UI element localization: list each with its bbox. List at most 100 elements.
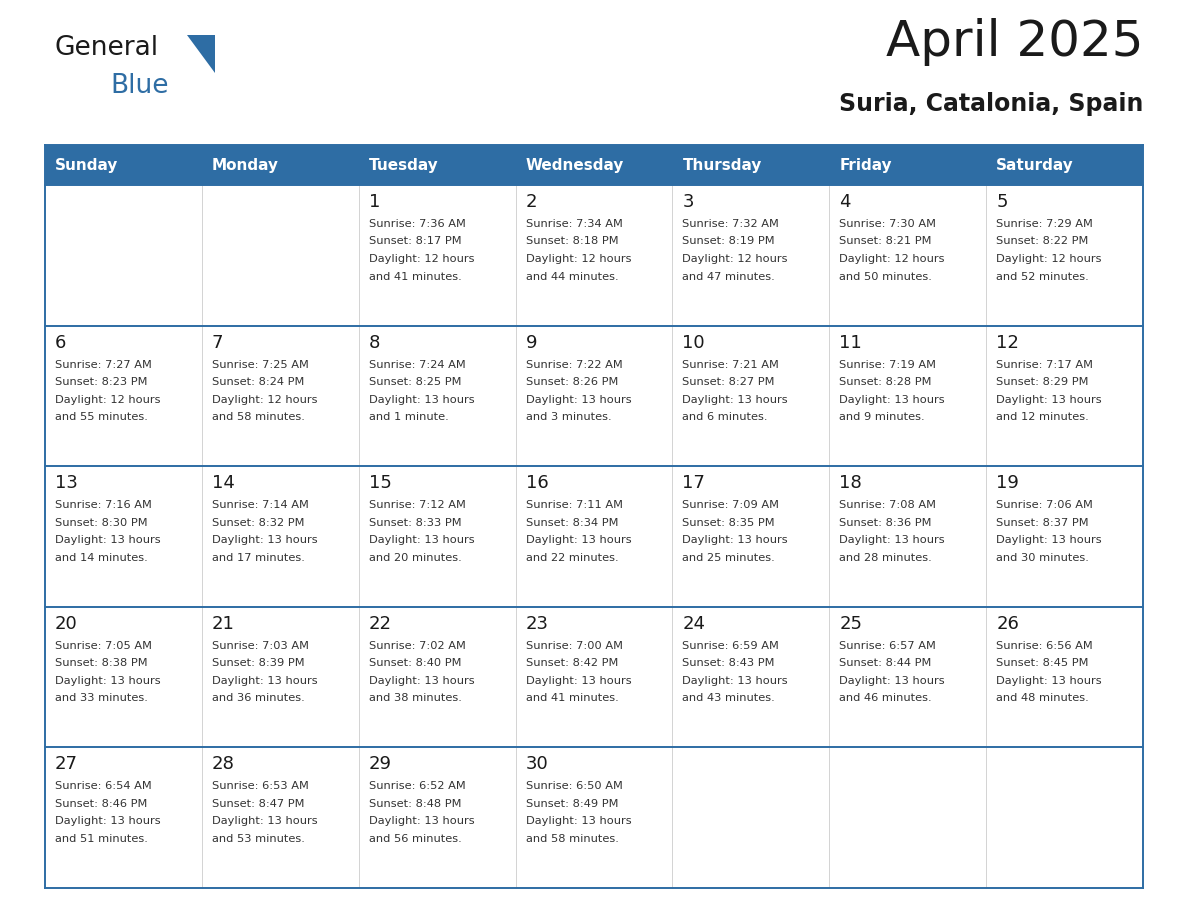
Text: Sunrise: 6:50 AM: Sunrise: 6:50 AM [525,781,623,791]
Bar [672,747,829,888]
Text: Daylight: 12 hours: Daylight: 12 hours [368,254,474,264]
Bar [829,747,986,888]
Text: Sunset: 8:34 PM: Sunset: 8:34 PM [525,518,618,528]
Bar [672,145,829,185]
Text: 17: 17 [682,475,706,492]
Text: 22: 22 [368,615,392,633]
Text: Sunset: 8:42 PM: Sunset: 8:42 PM [525,658,618,668]
Bar [45,185,202,326]
Text: Sunset: 8:29 PM: Sunset: 8:29 PM [997,377,1088,387]
Text: Sunset: 8:24 PM: Sunset: 8:24 PM [211,377,304,387]
Text: Daylight: 13 hours: Daylight: 13 hours [55,676,160,686]
Text: Sunset: 8:39 PM: Sunset: 8:39 PM [211,658,304,668]
Text: Sunset: 8:38 PM: Sunset: 8:38 PM [55,658,147,668]
Text: Suria, Catalonia, Spain: Suria, Catalonia, Spain [839,92,1143,116]
Text: 11: 11 [839,333,862,352]
Text: 18: 18 [839,475,862,492]
Bar [986,185,1143,326]
Text: Sunset: 8:46 PM: Sunset: 8:46 PM [55,799,147,809]
Text: and 33 minutes.: and 33 minutes. [55,693,147,703]
Bar [202,747,359,888]
Text: Sunset: 8:23 PM: Sunset: 8:23 PM [55,377,147,387]
Text: and 41 minutes.: and 41 minutes. [525,693,618,703]
Text: and 48 minutes.: and 48 minutes. [997,693,1089,703]
Text: 8: 8 [368,333,380,352]
Text: Sunrise: 7:29 AM: Sunrise: 7:29 AM [997,219,1093,229]
Text: Sunrise: 6:56 AM: Sunrise: 6:56 AM [997,641,1093,651]
Bar [45,466,202,607]
Text: 4: 4 [839,193,851,211]
Text: 20: 20 [55,615,77,633]
Text: and 44 minutes.: and 44 minutes. [525,272,618,282]
Text: and 55 minutes.: and 55 minutes. [55,412,147,422]
Text: and 25 minutes.: and 25 minutes. [682,553,776,563]
Text: Sunrise: 7:12 AM: Sunrise: 7:12 AM [368,500,466,510]
Text: Sunrise: 6:53 AM: Sunrise: 6:53 AM [211,781,309,791]
Text: 27: 27 [55,756,78,773]
Text: Sunrise: 7:16 AM: Sunrise: 7:16 AM [55,500,152,510]
Text: 15: 15 [368,475,392,492]
Text: Sunset: 8:32 PM: Sunset: 8:32 PM [211,518,304,528]
Text: and 9 minutes.: and 9 minutes. [839,412,925,422]
Text: Sunrise: 7:24 AM: Sunrise: 7:24 AM [368,360,466,370]
Text: Sunset: 8:35 PM: Sunset: 8:35 PM [682,518,775,528]
Text: Sunset: 8:40 PM: Sunset: 8:40 PM [368,658,461,668]
Text: and 47 minutes.: and 47 minutes. [682,272,776,282]
Text: 10: 10 [682,333,704,352]
Text: 12: 12 [997,333,1019,352]
Text: and 52 minutes.: and 52 minutes. [997,272,1089,282]
Text: and 53 minutes.: and 53 minutes. [211,834,305,844]
Bar [202,145,359,185]
Text: and 43 minutes.: and 43 minutes. [682,693,776,703]
Text: Sunset: 8:44 PM: Sunset: 8:44 PM [839,658,931,668]
Bar [672,607,829,747]
Text: and 38 minutes.: and 38 minutes. [368,693,462,703]
Bar [202,607,359,747]
Text: Sunrise: 7:05 AM: Sunrise: 7:05 AM [55,641,152,651]
Text: 7: 7 [211,333,223,352]
Text: Daylight: 13 hours: Daylight: 13 hours [682,395,788,405]
Text: Sunrise: 7:09 AM: Sunrise: 7:09 AM [682,500,779,510]
Text: Sunrise: 7:27 AM: Sunrise: 7:27 AM [55,360,152,370]
Text: Sunset: 8:21 PM: Sunset: 8:21 PM [839,237,931,247]
Text: 25: 25 [839,615,862,633]
Text: 16: 16 [525,475,549,492]
Bar [516,185,672,326]
Text: Sunday: Sunday [55,158,119,173]
Text: 2: 2 [525,193,537,211]
Text: Sunset: 8:19 PM: Sunset: 8:19 PM [682,237,775,247]
Text: 30: 30 [525,756,549,773]
Text: 19: 19 [997,475,1019,492]
Bar [202,185,359,326]
Text: Daylight: 12 hours: Daylight: 12 hours [55,395,160,405]
Text: Daylight: 13 hours: Daylight: 13 hours [682,535,788,545]
Text: and 58 minutes.: and 58 minutes. [525,834,619,844]
Bar [516,145,672,185]
Text: Sunrise: 7:21 AM: Sunrise: 7:21 AM [682,360,779,370]
Text: 14: 14 [211,475,235,492]
Text: Sunrise: 7:36 AM: Sunrise: 7:36 AM [368,219,466,229]
Bar [829,607,986,747]
Text: and 22 minutes.: and 22 minutes. [525,553,618,563]
Text: 3: 3 [682,193,694,211]
Text: Friday: Friday [839,158,892,173]
Text: Saturday: Saturday [997,158,1074,173]
Text: Monday: Monday [211,158,279,173]
Text: 13: 13 [55,475,78,492]
Bar [986,326,1143,466]
Text: Sunset: 8:36 PM: Sunset: 8:36 PM [839,518,931,528]
Text: Daylight: 13 hours: Daylight: 13 hours [839,395,944,405]
Bar [516,326,672,466]
Text: Sunset: 8:22 PM: Sunset: 8:22 PM [997,237,1088,247]
Text: Sunset: 8:49 PM: Sunset: 8:49 PM [525,799,618,809]
Text: and 58 minutes.: and 58 minutes. [211,412,305,422]
Text: Sunrise: 7:02 AM: Sunrise: 7:02 AM [368,641,466,651]
Text: Sunrise: 7:32 AM: Sunrise: 7:32 AM [682,219,779,229]
Text: 21: 21 [211,615,235,633]
Text: and 17 minutes.: and 17 minutes. [211,553,305,563]
Text: and 51 minutes.: and 51 minutes. [55,834,147,844]
Text: General: General [55,35,159,61]
Text: Daylight: 13 hours: Daylight: 13 hours [682,676,788,686]
Text: Sunset: 8:43 PM: Sunset: 8:43 PM [682,658,775,668]
Text: Sunset: 8:37 PM: Sunset: 8:37 PM [997,518,1088,528]
